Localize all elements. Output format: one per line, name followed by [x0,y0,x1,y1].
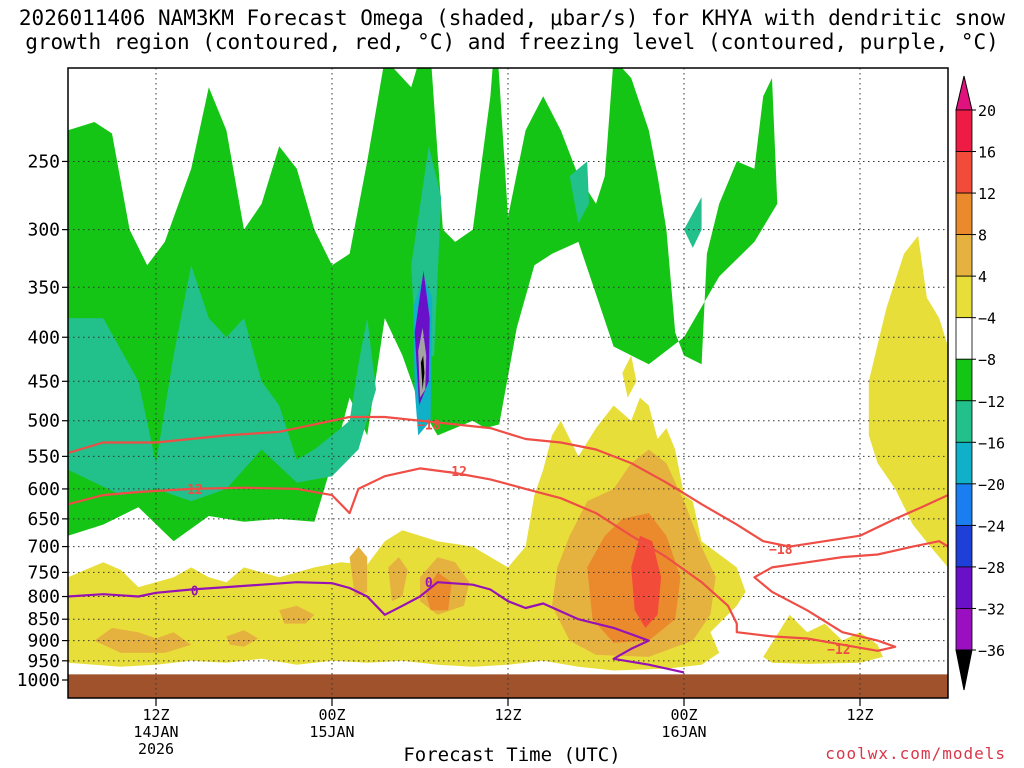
y-tick-label-1000: 1000 [17,670,60,691]
omega-region-15 [388,557,408,602]
contour-0 [68,415,948,548]
colorbar-box-11 [955,566,973,609]
contour-label-1-0: −12 [443,465,466,480]
colorbar-label-12: −32 [978,600,1005,618]
ground-surface [68,674,948,698]
colorbar-box-5 [955,317,973,360]
omega-region-3 [569,161,589,224]
y-tick-label-400: 400 [27,327,60,348]
title-line-2: growth region (contoured, red, °C) and f… [25,30,999,54]
omega-region-18 [226,630,259,647]
chart-title: 2026011406 NAM3KM Forecast Omega (shaded… [0,6,1024,54]
colorbar-box-12 [955,608,973,651]
omega-shading [68,68,948,671]
colorbar-label-6: −8 [978,351,996,369]
colorbar-box-2 [955,192,973,236]
y-tick-label-750: 750 [27,562,60,583]
omega-region-12 [622,355,637,398]
colorbar-box-9 [955,483,973,526]
colorbar-label-2: 12 [978,185,996,203]
contour-label-0-0: −18 [417,418,441,433]
omega-region-14 [349,546,368,597]
colorbar-label-0: 20 [978,102,996,120]
y-tick-label-950: 950 [27,651,60,672]
colorbar-label-9: −20 [978,476,1005,494]
x-tick-label-30-0: 00Z [670,706,697,724]
colorbar-top-cap [955,75,973,111]
colorbar: 20 16 12 8 4 −4 −8 −12 −16 −20 −24 −28 −32 −36 [955,75,1005,691]
colorbar-label-11: −28 [978,559,1005,577]
y-tick-label-700: 700 [27,537,60,558]
colorbar-box-10 [955,524,973,568]
colorbar-box-6 [955,358,973,402]
colorbar-bottom-cap [955,649,973,691]
y-tick-label-600: 600 [27,479,60,500]
omega-region-22 [631,535,662,628]
colorbar-box-3 [955,234,973,277]
y-tick-label-800: 800 [27,587,60,608]
y-tick-label-850: 850 [27,609,60,630]
contour-1 [68,467,948,652]
colorbar-label-7: −12 [978,393,1005,411]
colorbar-box-7 [955,400,973,443]
contour-label-2-1: 0 [425,576,433,591]
colorbar-label-10: −24 [978,517,1005,535]
x-tick-label-10-0: 00Z [318,706,345,724]
y-axis: 2503003504004505005506006507007508008509… [17,151,68,691]
omega-region-4 [684,197,702,248]
colorbar-label-4: 4 [978,268,987,286]
temperature-contours [68,415,948,674]
x-tick-label-0-1: 14JAN [133,723,178,741]
y-tick-label-250: 250 [27,151,60,172]
colorbar-box-4 [955,275,973,319]
x-tick-label-20-0: 12Z [494,706,521,724]
colorbar-label-8: −16 [978,434,1005,452]
y-tick-label-500: 500 [27,411,60,432]
colorbar-label-3: 8 [978,227,987,245]
colorbar-label-1: 16 [978,144,996,162]
colorbar-box-0 [955,109,973,152]
x-tick-label-10-1: 15JAN [309,723,354,741]
y-tick-label-650: 650 [27,509,60,530]
colorbar-box-1 [955,151,973,194]
contour-label-2-0: 0 [191,584,199,599]
x-axis-label: Forecast Time (UTC) [403,744,621,766]
x-tick-label-30-1: 16JAN [661,723,706,741]
contour-label-1-2: −12 [827,643,850,658]
y-tick-label-350: 350 [27,277,60,298]
x-tick-label-0-2: 2026 [138,740,174,758]
contour-labels: −18 −18 −12 −12 −12 0 0 [179,418,850,657]
colorbar-label-5: −4 [978,310,996,328]
colorbar-label-13: −36 [978,642,1005,660]
contour-label-1-1: −12 [179,483,202,498]
title-line-1: 2026011406 NAM3KM Forecast Omega (shaded… [18,6,1006,30]
contour-label-0-1: −18 [769,543,793,558]
grid-lines [68,68,948,698]
omega-region-11 [868,235,948,568]
x-tick-label-40-0: 12Z [846,706,873,724]
colorbar-box-8 [955,441,973,485]
site-credit: coolwx.com/models [825,744,1006,763]
y-tick-label-450: 450 [27,371,60,392]
y-tick-label-550: 550 [27,446,60,467]
contour-2 [68,581,685,674]
x-tick-label-0-0: 12Z [142,706,169,724]
y-tick-label-900: 900 [27,631,60,652]
omega-region-17 [94,627,192,653]
omega-region-10 [763,614,883,664]
omega-region-8 [420,355,425,390]
y-tick-label-300: 300 [27,220,60,241]
